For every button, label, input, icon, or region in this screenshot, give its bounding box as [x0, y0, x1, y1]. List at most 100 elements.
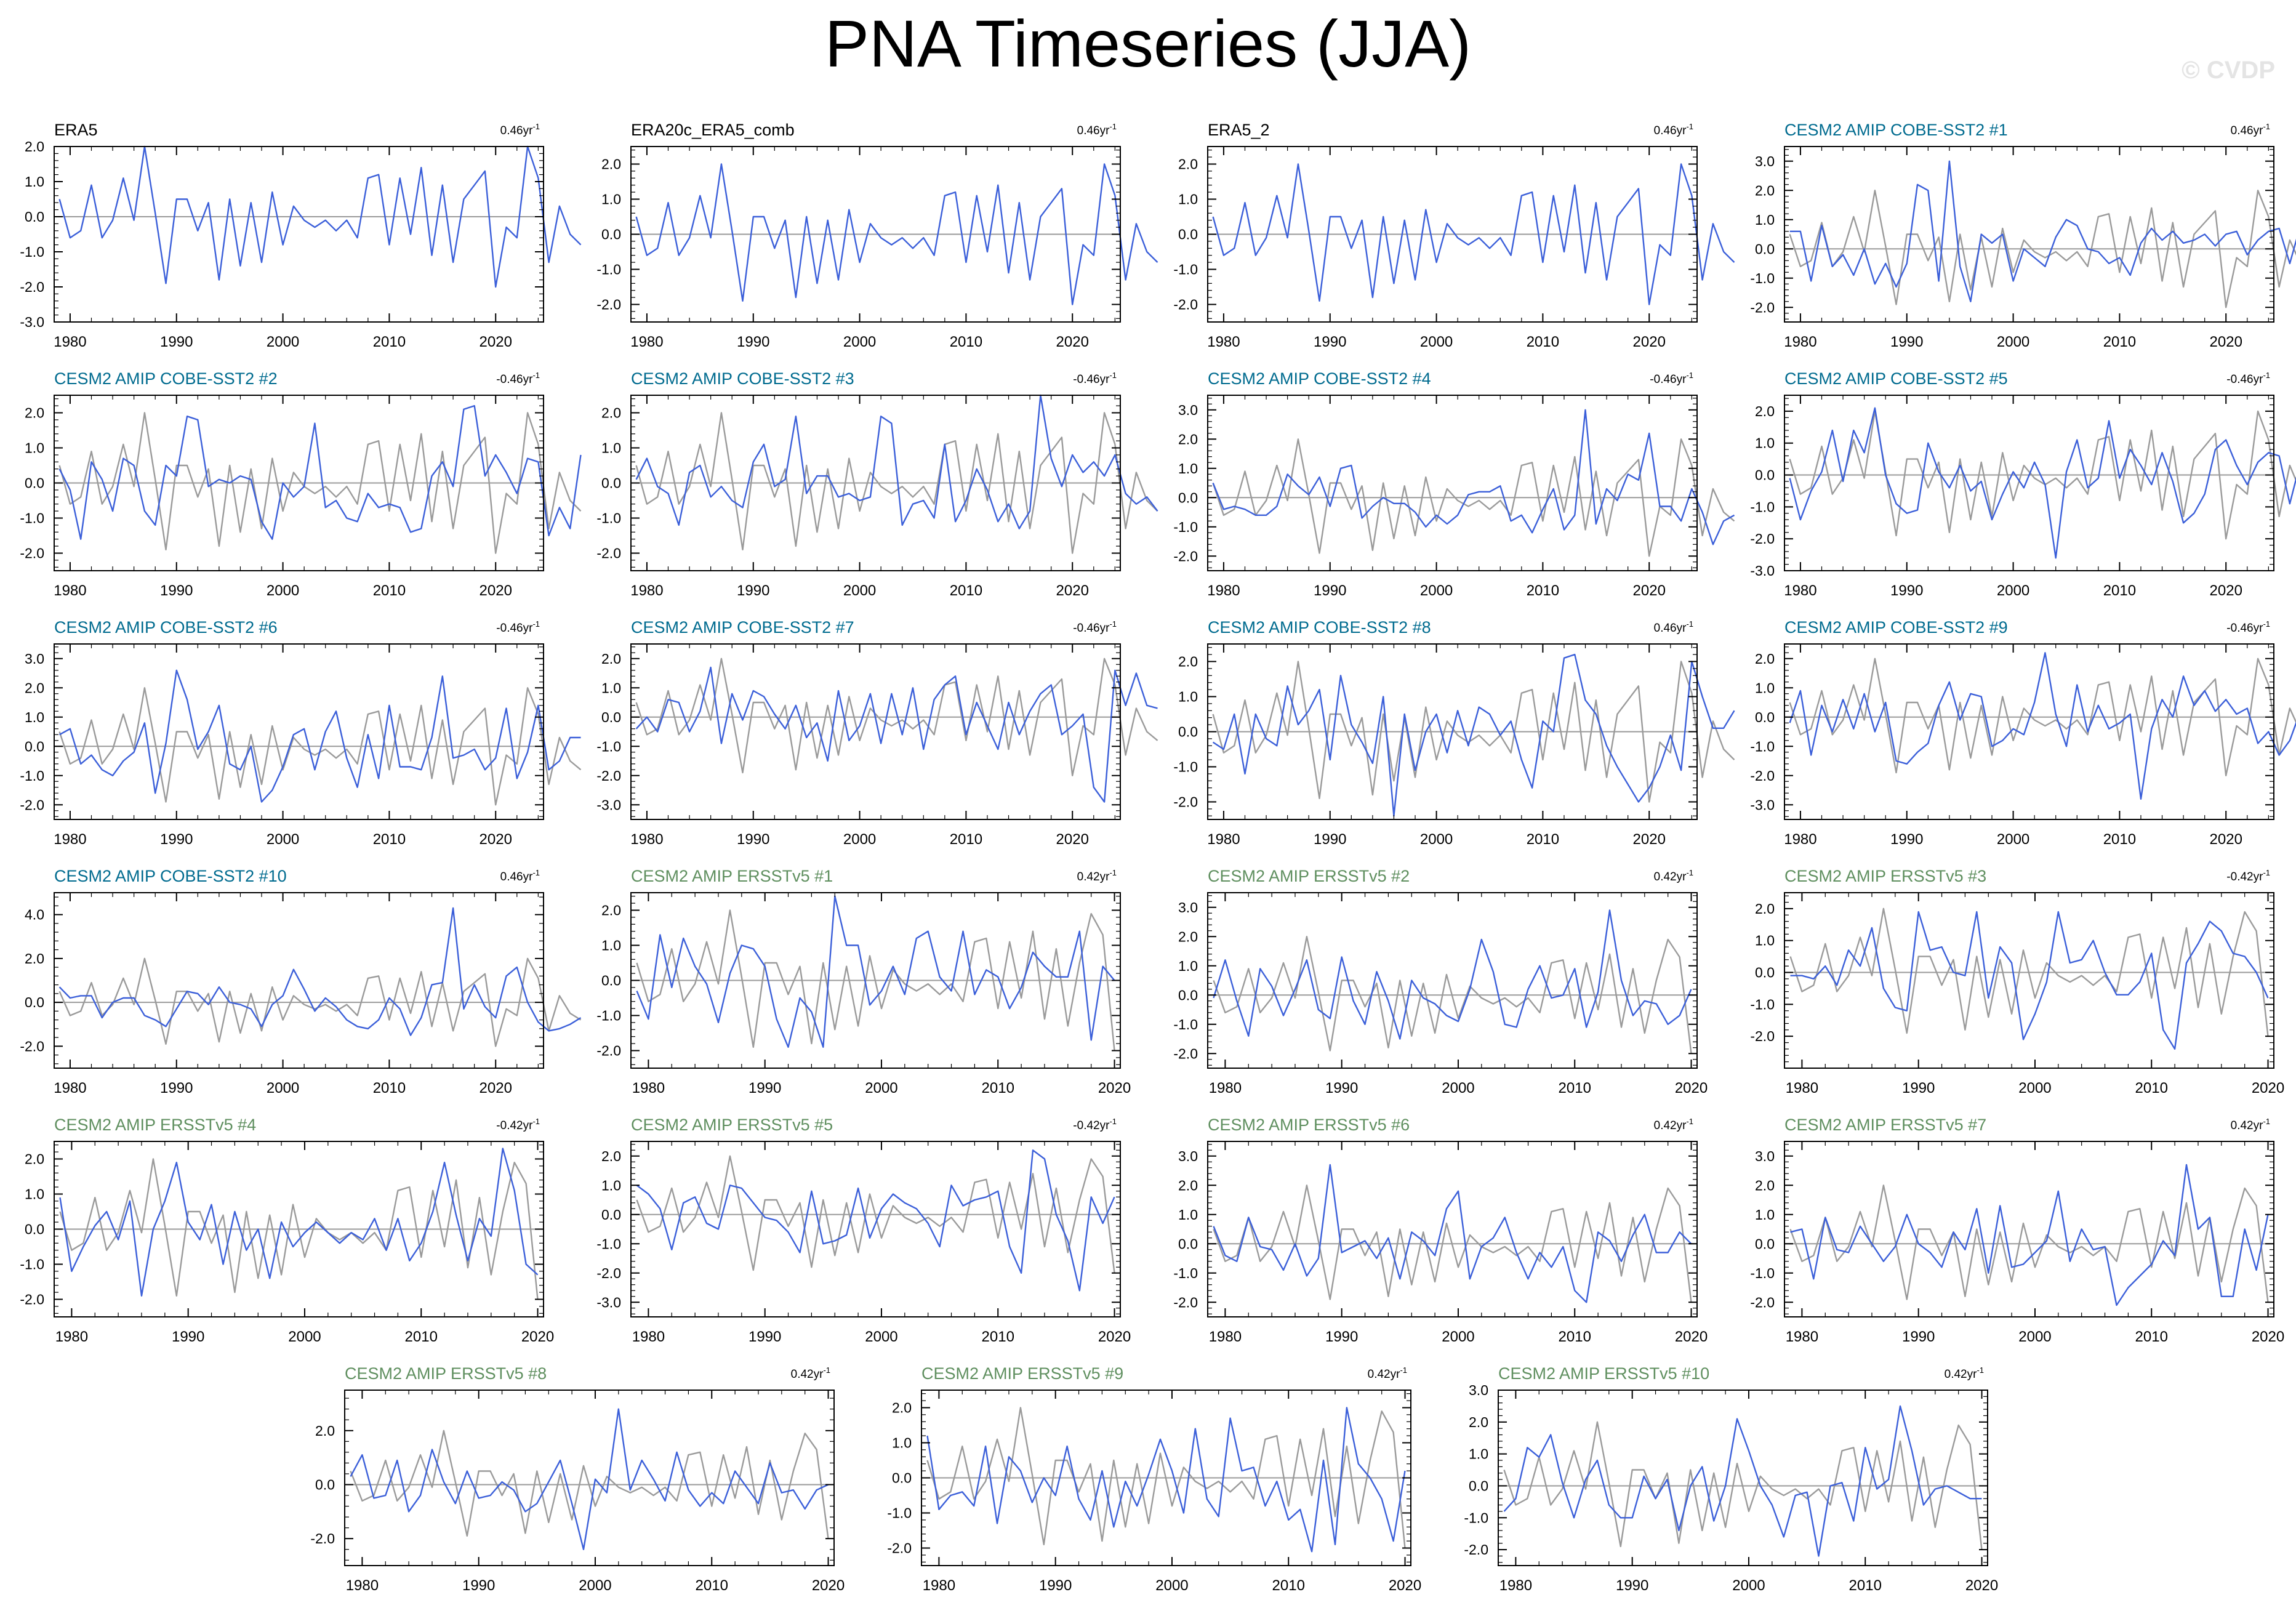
model-series-line	[1213, 909, 1692, 1040]
plot-frame	[630, 643, 1121, 820]
x-tick-label: 2010	[982, 1080, 1014, 1096]
model-series-line	[58, 907, 582, 1036]
y-tick-label: 2.0	[1755, 182, 1775, 198]
y-tick-label: 0.0	[1755, 965, 1775, 981]
x-tick-label: 1990	[737, 582, 769, 599]
trend-label: 0.46yr-1	[1077, 122, 1117, 137]
trend-exponent: -1	[2263, 1117, 2270, 1126]
y-tick-label: 3.0	[1178, 1148, 1198, 1164]
panel-8: CESM2 AMIP COBE-SST2 #5 -0.46yr-1 2.0 1.0 0.…	[1750, 369, 2296, 599]
obs-series-line	[1212, 661, 1735, 803]
obs-series-line	[926, 1407, 1406, 1548]
y-tick-label: 1.0	[1178, 689, 1198, 705]
x-tick-label: 1980	[632, 1080, 665, 1096]
panel-7: CESM2 AMIP COBE-SST2 #4 -0.46yr-1 3.0 2.0 1.…	[1173, 369, 1735, 599]
x-tick-label: 2020	[1098, 1329, 1131, 1345]
y-tick-label: 3.0	[25, 651, 44, 667]
x-tick-label: 2010	[2135, 1080, 2168, 1096]
obs-series-line	[58, 412, 582, 554]
panel-16: CESM2 AMIP ERSSTv5 #3 -0.42yr-1 2.0 1.0 0.0 -…	[1750, 867, 2284, 1096]
model-series-line	[1213, 1164, 1692, 1303]
y-tick-label: 0.0	[1178, 987, 1198, 1003]
y-tick-label: 1.0	[1469, 1446, 1488, 1462]
x-tick-label: 1980	[1786, 1329, 1818, 1345]
x-tick-label: 1980	[630, 582, 663, 599]
y-tick-label: -2.0	[310, 1530, 335, 1547]
y-tick-label: 4.0	[25, 907, 44, 923]
x-tick-label: 2010	[405, 1329, 438, 1345]
x-tick-label: 2020	[1098, 1080, 1131, 1096]
x-tick-label: 2000	[267, 1080, 299, 1096]
x-tick-label: 1990	[1314, 334, 1346, 350]
x-tick-label: 2000	[1732, 1577, 1765, 1594]
panel-9: CESM2 AMIP COBE-SST2 #6 -0.46yr-1 3.0 2.0 1.…	[20, 618, 582, 848]
x-tick-label: 1980	[630, 831, 663, 848]
x-tick-label: 2000	[843, 831, 876, 848]
x-tick-label: 1990	[160, 1080, 193, 1096]
x-tick-label: 1990	[172, 1329, 204, 1345]
x-tick-label: 2010	[2103, 334, 2136, 350]
trend-label: 0.42yr-1	[1654, 1117, 1693, 1132]
x-tick-label: 2010	[950, 334, 982, 350]
y-tick-label: -2.0	[1750, 1294, 1775, 1310]
x-tick-label: 2000	[579, 1577, 611, 1594]
x-tick-label: 1980	[630, 334, 663, 350]
obs-series-line	[635, 658, 1158, 777]
y-tick-label: -2.0	[1750, 531, 1775, 547]
trend-exponent: -1	[1109, 371, 1117, 380]
trend-label: -0.42yr-1	[496, 1117, 540, 1132]
y-tick-label: -1.0	[1750, 270, 1775, 286]
x-tick-label: 2020	[521, 1329, 554, 1345]
x-tick-label: 2000	[1997, 831, 2029, 848]
obs-series-line	[636, 1155, 1115, 1273]
x-tick-label: 2000	[267, 582, 299, 599]
plot-frame	[344, 1390, 835, 1566]
y-tick-label: 0.0	[1755, 241, 1775, 257]
y-tick-label: -2.0	[1173, 794, 1198, 810]
panel-20: CESM2 AMIP ERSSTv5 #7 0.42yr-1 3.0 2.0 1.0 0.…	[1750, 1116, 2284, 1345]
panel-13: CESM2 AMIP COBE-SST2 #10 0.46yr-1 4.0 2.0 0.…	[20, 867, 582, 1096]
y-tick-label: -2.0	[596, 1043, 621, 1059]
model-series-line	[59, 1148, 539, 1297]
panel-title: CESM2 AMIP ERSSTv5 #1	[631, 867, 833, 885]
y-tick-label: 1.0	[1178, 958, 1198, 974]
trend-label: 0.42yr-1	[1368, 1366, 1407, 1381]
x-tick-label: 2020	[480, 582, 512, 599]
x-tick-label: 2000	[2018, 1080, 2051, 1096]
trend-label: 0.46yr-1	[1654, 619, 1693, 635]
model-series-line	[635, 394, 1158, 529]
trend-exponent: -1	[532, 122, 540, 131]
trend-exponent: -1	[1686, 1117, 1693, 1126]
y-tick-label: 0.0	[25, 994, 44, 1010]
trend-exponent: -1	[532, 868, 540, 877]
y-tick-label: 3.0	[1178, 402, 1198, 418]
y-tick-label: 0.0	[1755, 709, 1775, 725]
trend-exponent: -1	[2263, 122, 2270, 131]
y-tick-label: 2.0	[25, 951, 44, 967]
x-tick-label: 1990	[160, 334, 193, 350]
trend-exponent: -1	[532, 371, 540, 380]
y-tick-label: 1.0	[1755, 212, 1775, 228]
model-series-line	[635, 666, 1158, 803]
panel-title: CESM2 AMIP COBE-SST2 #2	[54, 369, 278, 388]
y-tick-label: 2.0	[1178, 156, 1198, 172]
plot-frame	[1784, 892, 2274, 1069]
y-tick-label: -2.0	[1173, 548, 1198, 564]
y-tick-label: -2.0	[596, 297, 621, 313]
x-tick-label: 1980	[1784, 582, 1816, 599]
x-tick-label: 1980	[1786, 1080, 1818, 1096]
y-tick-label: -1.0	[1173, 262, 1198, 278]
x-tick-label: 2010	[1527, 582, 1559, 599]
panel-title: CESM2 AMIP ERSSTv5 #9	[921, 1364, 1123, 1383]
x-tick-label: 2010	[950, 582, 982, 599]
obs-series-line	[1789, 190, 2296, 308]
x-tick-label: 2010	[1527, 831, 1559, 848]
x-tick-label: 1980	[346, 1577, 379, 1594]
x-tick-label: 2010	[1849, 1577, 1882, 1594]
x-tick-label: 1990	[749, 1080, 781, 1096]
y-tick-label: 1.0	[25, 440, 44, 456]
y-tick-label: 1.0	[601, 938, 621, 954]
y-tick-label: -3.0	[20, 314, 44, 330]
